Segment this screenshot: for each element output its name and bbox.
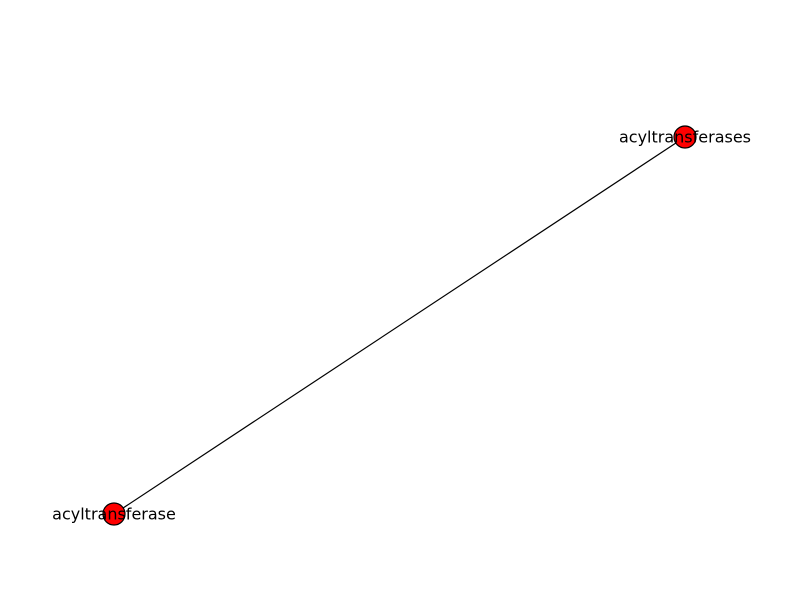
graph-node-acyltransferase: acyltransferase [52,502,176,526]
graph-edge [113,136,686,515]
node-marker [102,502,126,526]
node-label: acyltransferase [52,505,176,524]
node-label: acyltransferases [619,128,751,147]
graph-node-acyltransferases: acyltransferases [619,125,751,149]
node-marker [673,125,697,149]
